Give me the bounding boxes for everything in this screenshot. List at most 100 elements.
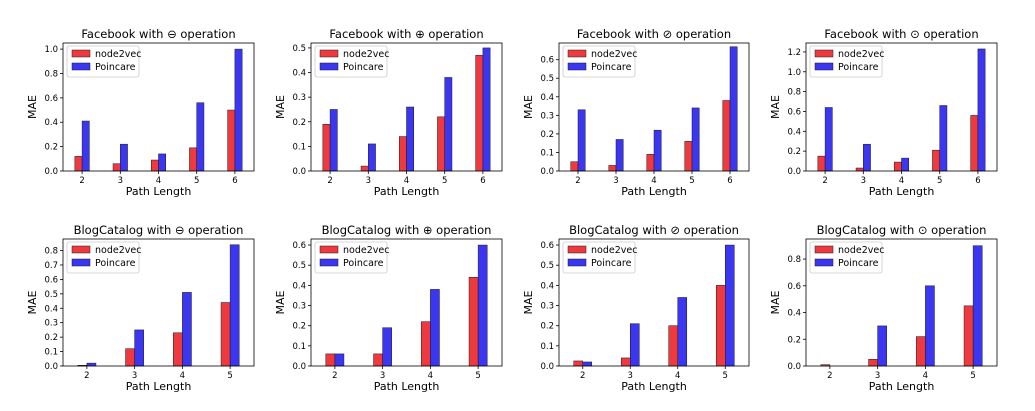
- y-tick-label: 0.6: [540, 241, 554, 251]
- legend-swatch-node2vec: [567, 245, 587, 254]
- bar-poincare-3: [877, 325, 887, 367]
- legend-entry-poincare: Poincare: [591, 62, 632, 73]
- legend-swatch-poincare: [567, 62, 587, 71]
- y-tick-label: 0.5: [540, 74, 554, 84]
- y-tick-label: 0.2: [292, 118, 306, 128]
- bar-node2vec-5: [189, 147, 197, 172]
- legend-entry-poincare: Poincare: [95, 258, 136, 269]
- y-tick-label: 0.5: [292, 44, 306, 54]
- x-tick-label: 5: [937, 176, 942, 186]
- chart-panel-4: BlogCatalog with ⊖ operation 2 3 4 5 0.0 0.1 0.…: [26, 223, 255, 393]
- legend-entry-poincare: Poincare: [95, 62, 136, 73]
- legend-swatch-poincare: [814, 258, 834, 267]
- legend: node2vec Poincare: [809, 45, 884, 78]
- bar-poincare-4: [901, 157, 910, 172]
- y-tick-label: 0.2: [44, 333, 58, 343]
- x-tick-label: 5: [475, 371, 480, 381]
- bar-poincare-5: [196, 102, 205, 172]
- x-tick-label: 4: [428, 371, 433, 381]
- y-tick-label: 1.0: [44, 45, 58, 55]
- bar-node2vec-2: [817, 155, 826, 172]
- y-tick-label: 0.4: [292, 69, 306, 79]
- y-tick-label: 0.3: [44, 319, 58, 329]
- bar-poincare-5: [444, 77, 453, 172]
- bar-node2vec-4: [421, 321, 431, 367]
- legend-entry-node2vec: node2vec: [343, 245, 389, 256]
- y-tick-label: 0.0: [44, 362, 58, 372]
- x-tick-label: 5: [227, 371, 232, 381]
- x-axis-label: Path Length: [126, 380, 192, 393]
- y-tick-label: 0.0: [292, 167, 306, 177]
- y-tick-label: 0.0: [787, 362, 801, 372]
- y-tick-label: 0.1: [292, 142, 306, 152]
- y-axis-label: MAE: [769, 95, 782, 119]
- bar-node2vec-4: [668, 325, 678, 367]
- y-tick-label: 0.0: [540, 362, 554, 372]
- y-axis-label: MAE: [274, 95, 287, 119]
- bar-node2vec-5: [963, 305, 974, 367]
- axes-frame: [558, 238, 750, 367]
- axes-frame: [310, 238, 503, 367]
- bar-node2vec-5: [715, 285, 726, 367]
- y-tick-label: 0.1: [44, 348, 58, 358]
- x-tick-label: 5: [194, 176, 199, 186]
- x-tick-label: 6: [975, 176, 980, 186]
- bar-poincare-4: [182, 292, 192, 367]
- y-tick-label: 0.3: [292, 302, 306, 312]
- axes-frame: [62, 238, 255, 367]
- bar-poincare-4: [925, 285, 935, 367]
- bar-poincare-4: [158, 153, 167, 172]
- bar-node2vec-3: [360, 165, 369, 172]
- bar-poincare-4: [653, 129, 662, 172]
- legend-entry-node2vec: node2vec: [343, 49, 389, 60]
- chart-panel-1: Facebook with ⊕ operation 2 3 4 5 6 0.0 0.1 0.2 0…: [274, 27, 503, 198]
- x-tick-label: 6: [727, 176, 732, 186]
- legend-swatch-node2vec: [71, 49, 91, 58]
- x-axis-label: Path Length: [374, 380, 440, 393]
- bar-node2vec-2: [570, 161, 579, 172]
- legend-swatch-node2vec: [814, 49, 834, 58]
- y-axis-label: MAE: [274, 290, 287, 314]
- x-tick-label: 6: [232, 176, 237, 186]
- x-axis-label: Path Length: [869, 380, 935, 393]
- x-tick-label: 2: [84, 371, 89, 381]
- x-tick-label: 2: [332, 371, 337, 381]
- bar-poincare-5: [691, 107, 700, 172]
- legend-swatch-node2vec: [814, 245, 834, 254]
- x-axis-label: Path Length: [374, 185, 440, 198]
- bar-poincare-3: [368, 143, 376, 172]
- bar-node2vec-4: [173, 332, 183, 367]
- x-tick-label: 2: [575, 176, 580, 186]
- y-tick-label: 0.8: [787, 255, 801, 265]
- legend: node2vec Poincare: [66, 241, 141, 274]
- legend: node2vec Poincare: [809, 241, 884, 274]
- bar-poincare-2: [824, 107, 833, 172]
- y-tick-label: 0.8: [44, 69, 58, 79]
- y-tick-label: 0.5: [540, 261, 554, 271]
- x-tick-label: 4: [923, 371, 928, 381]
- x-tick-label: 3: [366, 176, 371, 186]
- y-tick-label: 0.1: [292, 342, 306, 352]
- bar-poincare-3: [120, 143, 128, 172]
- bar-poincare-3: [382, 327, 392, 367]
- x-tick-label: 3: [628, 371, 633, 381]
- x-tick-label: 2: [580, 371, 585, 381]
- y-tick-label: 0.0: [787, 167, 801, 177]
- y-tick-label: 0.4: [540, 281, 554, 291]
- bar-poincare-6: [234, 48, 243, 172]
- legend-swatch-poincare: [814, 62, 834, 71]
- bar-node2vec-2: [322, 123, 331, 172]
- x-tick-label: 3: [118, 176, 123, 186]
- chart-title: BlogCatalog with ⊖ operation: [74, 223, 244, 237]
- bar-node2vec-5: [220, 302, 231, 367]
- bar-node2vec-4: [916, 336, 926, 367]
- y-tick-label: 0.2: [540, 130, 554, 140]
- bar-poincare-6: [482, 47, 491, 172]
- y-tick-label: 0.6: [787, 282, 801, 292]
- x-tick-label: 3: [132, 371, 137, 381]
- bar-node2vec-4: [646, 154, 655, 172]
- legend: node2vec Poincare: [66, 45, 141, 78]
- y-tick-label: 0.2: [292, 322, 306, 332]
- bar-poincare-5: [229, 244, 240, 367]
